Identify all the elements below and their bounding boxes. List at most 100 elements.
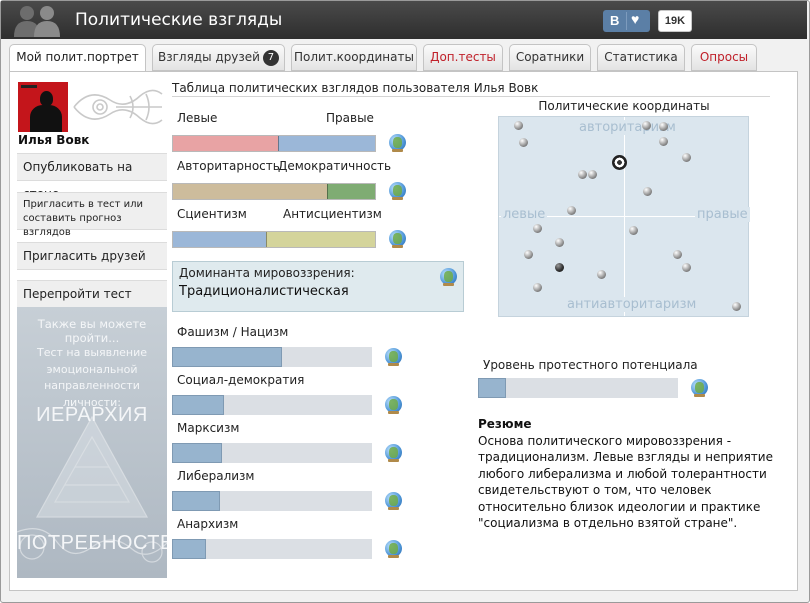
globe-icon[interactable]	[385, 396, 402, 414]
scale-left-label: Левые	[177, 111, 218, 125]
dominant-value: Традиционалистическая	[179, 284, 349, 299]
coordinate-point[interactable]	[532, 283, 542, 293]
tab-statistics[interactable]: Статистика	[597, 44, 685, 71]
divider	[172, 96, 770, 97]
axis-label-bottom: антиавторитаризм	[565, 297, 699, 312]
scale-right-segment	[265, 232, 375, 247]
user-position-marker[interactable]	[611, 154, 627, 170]
ideology-bar	[172, 443, 372, 463]
publish-on-wall-button[interactable]: Опубликовать на стене	[17, 153, 167, 201]
tab-polls[interactable]: Опросы	[691, 44, 757, 71]
coordinate-point[interactable]	[532, 224, 542, 234]
coordinate-point[interactable]	[628, 226, 638, 236]
ideology-label: Анархизм	[177, 517, 239, 531]
horizontal-axis	[499, 216, 748, 217]
coordinate-point[interactable]	[567, 206, 577, 216]
app-header: Политические взгляды	[1, 1, 807, 39]
invite-friends-button[interactable]: Пригласить друзей	[17, 242, 167, 270]
promo-line3: ИЕРАРХИЯ	[36, 404, 148, 426]
globe-icon[interactable]	[385, 492, 402, 510]
resume-title: Резюме	[478, 417, 532, 431]
ideology-bar-fill	[172, 443, 222, 463]
coordinate-point[interactable]	[658, 122, 668, 132]
heart-icon: ♥	[631, 11, 640, 27]
coordinate-point[interactable]	[518, 137, 528, 147]
protest-bar-fill	[478, 378, 506, 398]
ideology-bar-fill	[172, 539, 206, 559]
promo-banner[interactable]: Также вы можете пройти... Тест на выявле…	[17, 307, 167, 578]
tab-my-portrait[interactable]: Мой полит.портрет	[9, 44, 146, 73]
globe-icon[interactable]	[385, 540, 402, 558]
scale-left-segment	[173, 232, 266, 247]
coordinate-point[interactable]	[588, 169, 598, 179]
vk-share-button[interactable]: В ♥	[603, 10, 650, 32]
globe-icon[interactable]	[385, 444, 402, 462]
tab-label: Взгляды друзей	[158, 50, 260, 64]
authoritarian-democratic-scale	[172, 183, 376, 200]
user-name: Илья Вовк	[18, 133, 90, 147]
avatar[interactable]	[18, 82, 68, 132]
promo-line1: Также вы можете пройти...	[37, 317, 147, 345]
globe-icon[interactable]	[691, 379, 708, 397]
likes-counter: 19K	[658, 10, 692, 32]
coordinate-point[interactable]	[641, 121, 651, 131]
coordinate-point[interactable]	[682, 153, 692, 163]
scale-left-label: Сциентизм	[177, 207, 247, 221]
avatar-head	[40, 91, 53, 106]
pyramid-graphic	[17, 415, 167, 563]
avatar-tag	[21, 85, 37, 88]
ideology-bar-fill	[172, 395, 224, 415]
resume-text: Основа политического мировоззрения - тра…	[478, 434, 773, 531]
ideology-label: Либерализм	[177, 469, 255, 483]
scale-left-label: Авторитарность	[177, 159, 280, 173]
vk-label: В	[610, 13, 620, 28]
tab-associates[interactable]: Соратники	[509, 44, 591, 71]
globe-icon[interactable]	[385, 348, 402, 366]
ideology-bar	[172, 539, 372, 559]
coordinate-point[interactable]	[554, 263, 564, 273]
tab-friends-views[interactable]: Взгляды друзей 7	[152, 44, 285, 71]
coordinate-point[interactable]	[672, 249, 682, 259]
scale-right-label: Антисциентизм	[283, 207, 382, 221]
globe-icon[interactable]	[440, 268, 457, 286]
invite-to-test-button[interactable]: Пригласить в тест или составить прогноз …	[17, 192, 167, 238]
ideology-bar	[172, 395, 372, 415]
ideology-label: Марксизм	[177, 421, 240, 435]
ideology-bar-fill	[172, 491, 220, 511]
scale-right-segment	[278, 136, 375, 151]
protest-bar	[478, 378, 678, 398]
coordinate-point[interactable]	[732, 301, 742, 311]
dominant-label: Доминанта мировоззрения:	[179, 266, 355, 280]
ideology-label: Фашизм / Нацизм	[177, 325, 289, 339]
people-icon	[14, 6, 60, 37]
coordinate-point[interactable]	[597, 269, 607, 279]
tab-extra-tests[interactable]: Доп.тесты	[423, 44, 503, 71]
axis-label-right: правые	[695, 207, 750, 222]
coordinate-point[interactable]	[577, 169, 587, 179]
globe-icon[interactable]	[389, 230, 406, 248]
tab-political-coordinates[interactable]: Полит.координаты	[291, 44, 417, 71]
globe-icon[interactable]	[389, 182, 406, 200]
scientism-scale	[172, 231, 376, 248]
page-title: Политические взгляды	[75, 10, 283, 30]
coordinate-point[interactable]	[513, 121, 523, 131]
scale-left-segment	[173, 136, 279, 151]
ornament-decoration	[73, 89, 163, 125]
coordinate-point[interactable]	[658, 136, 668, 146]
dominant-worldview-box: Доминанта мировоззрения: Традиционалисти…	[172, 261, 464, 312]
coordinate-point[interactable]	[554, 237, 564, 247]
axis-label-left: левые	[501, 207, 548, 222]
coordinate-point[interactable]	[524, 249, 534, 259]
globe-icon[interactable]	[389, 134, 406, 152]
retake-test-button[interactable]: Перепройти тест	[17, 280, 167, 308]
views-table-title: Таблица политических взглядов пользовате…	[172, 81, 539, 95]
coordinate-point[interactable]	[642, 186, 652, 196]
axis-label-top: авторитаризм	[577, 120, 678, 135]
scale-right-label: Правые	[326, 111, 374, 125]
left-right-scale	[172, 135, 376, 152]
coordinate-point[interactable]	[682, 263, 692, 273]
scale-right-segment	[326, 184, 375, 199]
ideology-bar	[172, 347, 372, 367]
political-coordinates-map[interactable]: авторитаризм антиавторитаризм левые прав…	[498, 116, 750, 317]
ideology-bar-fill	[172, 347, 282, 367]
